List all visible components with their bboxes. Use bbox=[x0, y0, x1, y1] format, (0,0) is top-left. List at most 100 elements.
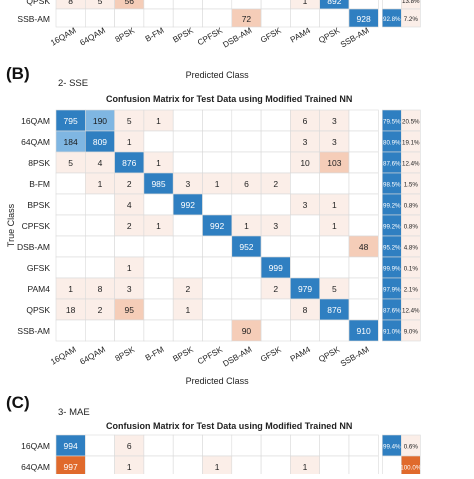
cell-b-1-10 bbox=[348, 130, 379, 153]
cell-c-0-8 bbox=[290, 434, 320, 457]
cell-b-2-7 bbox=[260, 151, 291, 174]
xlabel-a: Predicted Class bbox=[186, 70, 250, 80]
summary-b-value: 95.2% bbox=[383, 245, 401, 252]
cell-a-0-4 bbox=[172, 0, 203, 10]
summary-a-1-1 bbox=[400, 8, 421, 28]
col-label-b: DSB-AM bbox=[221, 345, 253, 369]
cell-b-value: 3 bbox=[273, 221, 278, 231]
cell-b-value: 184 bbox=[64, 137, 78, 147]
cell-b-5-0 bbox=[55, 214, 86, 237]
row-label-b: DSB-AM bbox=[17, 242, 50, 252]
cell-b-value: 2 bbox=[127, 221, 132, 231]
cell-b-8-3 bbox=[143, 277, 174, 300]
cell-b-7-8 bbox=[290, 256, 320, 279]
cell-b-6-2 bbox=[114, 235, 145, 258]
col-label-a: DSB-AM bbox=[221, 26, 253, 50]
cell-a-value: 56 bbox=[125, 0, 135, 6]
cell-c-0-7 bbox=[260, 434, 291, 457]
cell-b-value: 910 bbox=[357, 326, 371, 336]
cell-a-1-2 bbox=[114, 8, 145, 28]
cell-b-value: 3 bbox=[185, 179, 190, 189]
cell-b-value: 1 bbox=[68, 284, 73, 294]
summary-c-value: 100.0% bbox=[400, 465, 421, 472]
subtitle-b: 2- SSE bbox=[58, 78, 88, 89]
cell-b-4-5 bbox=[202, 193, 233, 216]
cell-b-1-5 bbox=[202, 130, 233, 153]
cell-b-5-4 bbox=[172, 214, 203, 237]
row-label-a-ssb-am: SSB-AM bbox=[17, 14, 50, 24]
cell-b-value: 1 bbox=[332, 200, 337, 210]
cell-b-4-6 bbox=[231, 193, 262, 216]
cell-c-0-4 bbox=[172, 434, 203, 457]
cell-b-10-10 bbox=[348, 319, 379, 342]
col-label-b: PAM4 bbox=[289, 345, 313, 364]
cell-b-4-1 bbox=[85, 193, 115, 216]
cell-b-value: 8 bbox=[98, 284, 103, 294]
cell-b-7-6 bbox=[231, 256, 262, 279]
cell-b-value: 190 bbox=[93, 116, 107, 126]
cell-b-value: 1 bbox=[156, 158, 161, 168]
cell-b-7-0 bbox=[55, 256, 86, 279]
cell-b-9-10 bbox=[348, 298, 379, 321]
panel-label-c: (C) bbox=[6, 393, 30, 412]
cell-b-6-4 bbox=[172, 235, 203, 258]
cell-b-2-4 bbox=[172, 151, 203, 174]
title-b: Confusion Matrix for Test Data using Mod… bbox=[106, 94, 352, 104]
row-label-b: 16QAM bbox=[21, 116, 50, 126]
cell-a-value: 72 bbox=[242, 14, 252, 24]
cell-b-0-6 bbox=[231, 109, 262, 132]
cell-b-0-5 bbox=[202, 109, 233, 132]
cell-b-value: 3 bbox=[127, 284, 132, 294]
cell-b-8-10 bbox=[348, 277, 379, 300]
cell-c-0-5 bbox=[202, 434, 233, 457]
col-label-b: BPSK bbox=[171, 345, 195, 364]
cell-b-2-5 bbox=[202, 151, 233, 174]
cell-b-value: 95 bbox=[125, 305, 135, 315]
cell-b-value: 4 bbox=[98, 158, 103, 168]
cell-b-10-0 bbox=[55, 319, 86, 342]
cell-c-value: 994 bbox=[64, 441, 78, 451]
summary-b-value: 99.9% bbox=[383, 266, 401, 273]
cell-c-value: 6 bbox=[127, 441, 132, 451]
col-label-b: GFSK bbox=[259, 345, 283, 364]
cell-b-4-3 bbox=[143, 193, 174, 216]
summary-b-value: 98.5% bbox=[383, 182, 401, 189]
cell-a-1-3 bbox=[143, 8, 174, 28]
summary-b-value: 19.1% bbox=[402, 140, 420, 147]
cell-b-1-4 bbox=[172, 130, 203, 153]
summary-a-0-0 bbox=[381, 0, 402, 10]
cell-b-value: 1 bbox=[98, 179, 103, 189]
cell-a-1-5 bbox=[202, 8, 233, 28]
cell-b-0-7 bbox=[260, 109, 291, 132]
panel-c: (C) 3- MAE Confusion Matrix for Test Data … bbox=[6, 393, 422, 478]
cell-b-8-5 bbox=[202, 277, 233, 300]
cell-b-value: 103 bbox=[327, 158, 341, 168]
title-c: Confusion Matrix for Test Data using Mod… bbox=[106, 421, 352, 431]
summary-b-value: 87.6% bbox=[383, 161, 401, 168]
summary-a-value: 13.8% bbox=[402, 0, 420, 5]
cell-b-value: 876 bbox=[122, 158, 136, 168]
cell-b-10-7 bbox=[260, 319, 291, 342]
cell-b-value: 2 bbox=[273, 179, 278, 189]
col-label-a: QPSK bbox=[317, 26, 342, 45]
cell-a-1-8 bbox=[290, 8, 320, 28]
cell-b-9-6 bbox=[231, 298, 262, 321]
cell-c-1-6 bbox=[231, 455, 262, 478]
col-label-a: B-FM bbox=[144, 26, 166, 44]
col-label-a: PAM4 bbox=[289, 26, 313, 45]
col-label-b: B-FM bbox=[144, 345, 166, 363]
col-label-a: 8PSK bbox=[114, 26, 137, 45]
summary-b-value: 1.5% bbox=[404, 182, 419, 189]
cell-b-4-0 bbox=[55, 193, 86, 216]
cell-b-value: 876 bbox=[327, 305, 341, 315]
cell-b-value: 5 bbox=[332, 284, 337, 294]
cell-b-value: 5 bbox=[127, 116, 132, 126]
cell-a-0-10 bbox=[348, 0, 379, 10]
cell-b-6-1 bbox=[85, 235, 115, 258]
cell-c-0-1 bbox=[85, 434, 115, 457]
cell-b-value: 48 bbox=[359, 242, 369, 252]
cell-b-value: 1 bbox=[127, 263, 132, 273]
cell-b-value: 6 bbox=[303, 116, 308, 126]
cell-b-4-10 bbox=[348, 193, 379, 216]
